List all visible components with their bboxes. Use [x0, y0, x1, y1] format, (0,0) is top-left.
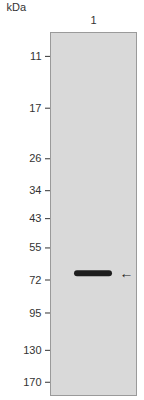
svg-text:17: 17: [29, 102, 41, 114]
svg-text:43: 43: [29, 212, 41, 224]
svg-text:95: 95: [29, 307, 41, 319]
svg-text:1: 1: [90, 14, 96, 26]
svg-text:kDa: kDa: [7, 1, 27, 13]
svg-text:11: 11: [30, 50, 41, 62]
svg-text:26: 26: [29, 152, 41, 164]
svg-text:34: 34: [29, 184, 41, 196]
svg-text:72: 72: [29, 274, 41, 286]
svg-text:←: ←: [120, 265, 134, 281]
svg-text:170: 170: [23, 376, 41, 388]
svg-text:130: 130: [23, 344, 41, 356]
svg-text:55: 55: [29, 241, 41, 253]
